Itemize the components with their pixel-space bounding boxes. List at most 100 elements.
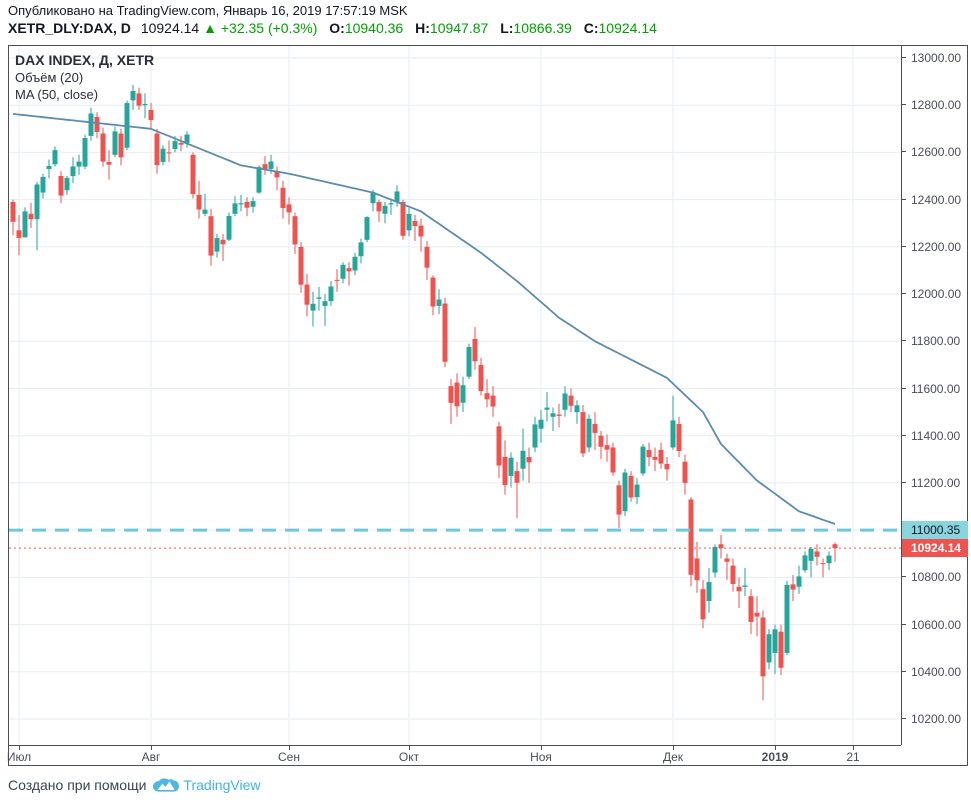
time-axis-label: 21 [846,750,860,764]
time-axis-label: Авг [141,750,161,764]
candle-body [508,457,514,476]
candle-body [520,450,526,469]
price-chart-canvas[interactable] [9,46,901,745]
candle-body [172,141,178,149]
candle-body [52,150,58,165]
price-axis-label: 12400.00 [902,192,968,208]
price-axis-tick [902,57,906,58]
price-axis-label-text: 12600.00 [911,145,962,160]
candle-body [280,187,286,209]
candle-body [832,544,838,548]
price-axis-tick [902,293,906,295]
price-axis-label: 12200.00 [902,239,968,255]
candle-body [154,133,160,166]
candle-body [778,631,784,668]
candle-body [532,424,538,448]
price-axis-label-text: 11200.00 [911,475,961,490]
candle-body [514,471,520,483]
candle-body [682,461,688,483]
price-axis-tick [902,576,906,578]
price-axis-label: 12000.00 [902,286,968,302]
candle-body [580,412,586,454]
candle-body [766,634,772,663]
candle-body [364,217,370,240]
candle-body [544,407,550,410]
candle-body [340,264,346,279]
time-axis-tick [151,746,152,750]
candle-body [334,279,340,281]
candle-body [748,596,754,622]
close-label: C: [583,20,599,36]
price-axis-tick [902,104,906,106]
ma50-line [12,113,836,525]
candle-body [448,386,454,403]
candle-body [76,161,82,167]
candle-body [22,211,28,238]
last-price: 10924.14 [140,20,200,36]
candle-body [130,91,136,101]
candle-body [442,303,448,362]
time-axis[interactable]: Июл Авг Сен Окт Ноя Дек 2019 21 [7,745,901,766]
candle-body [634,484,640,498]
price-axis-label: 10400.00 [902,664,968,680]
candle-body [34,184,40,220]
candle-body [352,256,358,271]
candle-body [700,589,706,620]
candle-body [244,202,250,208]
candle-body [232,203,238,214]
candle-body [484,393,490,400]
candle-body [556,414,562,416]
candle-body [808,548,814,561]
candle-body [826,555,832,564]
candle-body [604,445,610,450]
candle-body [400,202,406,236]
price-axis-tick [902,481,906,483]
candle-body [730,565,736,584]
candle-body [610,447,616,473]
candle-body [676,423,682,451]
candle-body [238,203,244,205]
candle-body [562,393,568,410]
candle-body [112,131,118,155]
candle-body [292,216,298,245]
price-axis-label-text: 10200.00 [911,712,962,726]
tradingview-logo-icon[interactable] [153,777,180,793]
created-with-text: Создано при помощи [8,777,147,793]
legend-volume-indicator[interactable]: Объём (20) [15,70,84,85]
symbol-name: XETR_DLY:DAX, D [8,20,131,36]
candle-body [82,138,88,167]
candle-body [694,558,700,581]
price-change: +32.35 (+0.3%) [220,20,318,36]
candle-body [478,364,484,392]
price-axis-label-text: 10800.00 [911,570,962,585]
candle-body [250,201,256,207]
time-axis-label: 2019 [761,750,789,764]
candle-body [136,93,142,106]
price-axis-label: 10600.00 [902,617,968,633]
time-axis-label: Ноя [530,750,552,764]
high-value: 10947.87 [429,20,489,36]
candle-body [658,449,664,464]
candle-body [166,152,172,154]
price-axis-tick [902,198,906,200]
candle-body [220,239,226,245]
price-axis-label: 12600.00 [902,144,968,160]
price-axis[interactable]: 13000.00 12800.00 12600.00 12400.00 12200.00… [901,46,968,745]
tradingview-brand-text[interactable]: TradingView [183,777,261,793]
price-axis-tick [902,623,906,625]
candle-body [490,395,496,407]
candle-body [310,303,316,311]
candle-body [46,165,52,169]
open-value: 10940.36 [344,20,404,36]
candle-body [88,113,94,136]
time-axis-label: Сен [278,750,300,764]
candle-body [430,277,436,307]
candle-body [472,338,478,362]
candle-body [820,563,826,565]
legend-symbol-title[interactable]: DAX INDEX, Д, XETR [15,52,155,68]
candle-body [574,405,580,413]
legend-ma-indicator[interactable]: MA (50, close) [15,87,99,102]
candle-body [622,472,628,512]
candle-body [466,347,472,377]
